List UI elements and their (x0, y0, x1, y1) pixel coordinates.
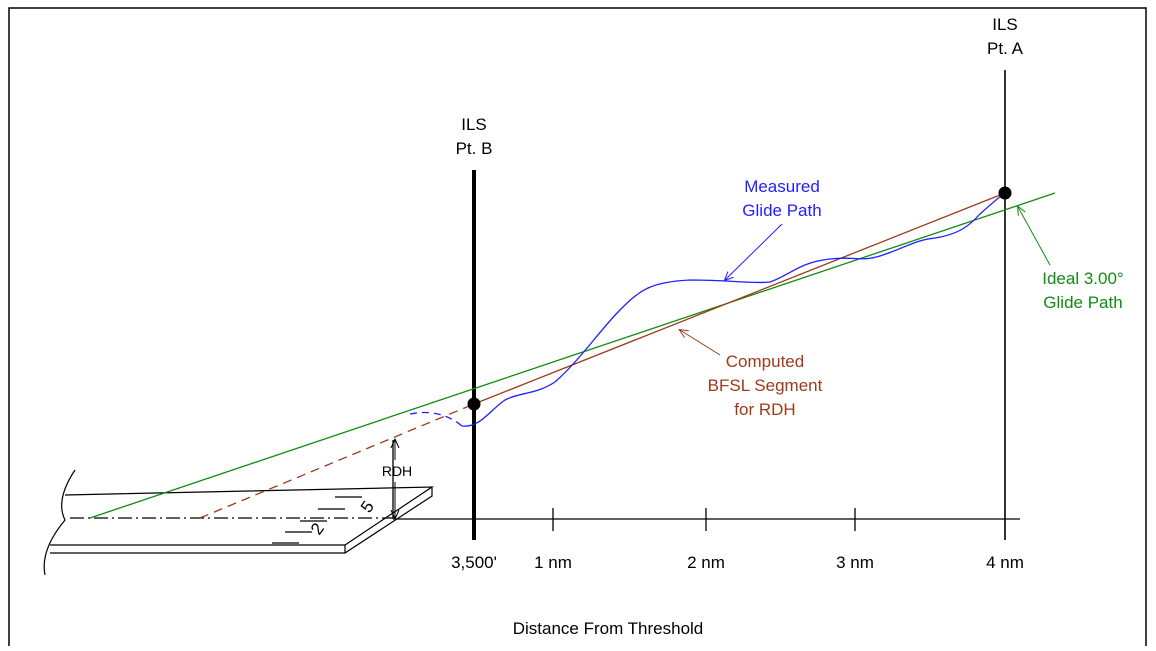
tick-label: 3 nm (836, 553, 874, 572)
ideal-arrow (1018, 207, 1051, 266)
measured-arrow (725, 223, 783, 280)
pt-a-label: Pt. A (987, 39, 1024, 58)
computed-arrow (680, 330, 721, 356)
bfsl-segment (473, 192, 1006, 405)
tick-label: 1 nm (534, 553, 572, 572)
axis-title: Distance From Threshold (513, 619, 704, 638)
pt-b-point (467, 397, 481, 411)
bfsl-extension (199, 403, 475, 519)
computed-label: BFSL Segment (708, 376, 823, 395)
ideal-label: Ideal 3.00° (1042, 269, 1123, 288)
tick-label: 3,500' (451, 553, 497, 572)
pt-a-label: ILS (992, 15, 1018, 34)
computed-label: Computed (726, 352, 804, 371)
frame (8, 7, 1147, 651)
measured-label: Measured (744, 177, 820, 196)
measured-glide-path (461, 192, 1006, 427)
ideal-glide-path (89, 192, 1056, 519)
measured-extension (409, 411, 463, 427)
runway-number: 5 (357, 498, 378, 517)
rdh-label: RDH (382, 463, 412, 479)
pt-b-label: Pt. B (456, 139, 493, 158)
measured-label: Glide Path (742, 201, 821, 220)
runway-number: 2 (307, 520, 328, 539)
computed-label: for RDH (734, 400, 795, 419)
axis (392, 440, 1020, 531)
pt-a-point (998, 186, 1012, 200)
ideal-label: Glide Path (1043, 293, 1122, 312)
tick-label: 4 nm (986, 553, 1024, 572)
pt-b-label: ILS (461, 115, 487, 134)
tick-label: 2 nm (687, 553, 725, 572)
runway (43, 469, 435, 576)
